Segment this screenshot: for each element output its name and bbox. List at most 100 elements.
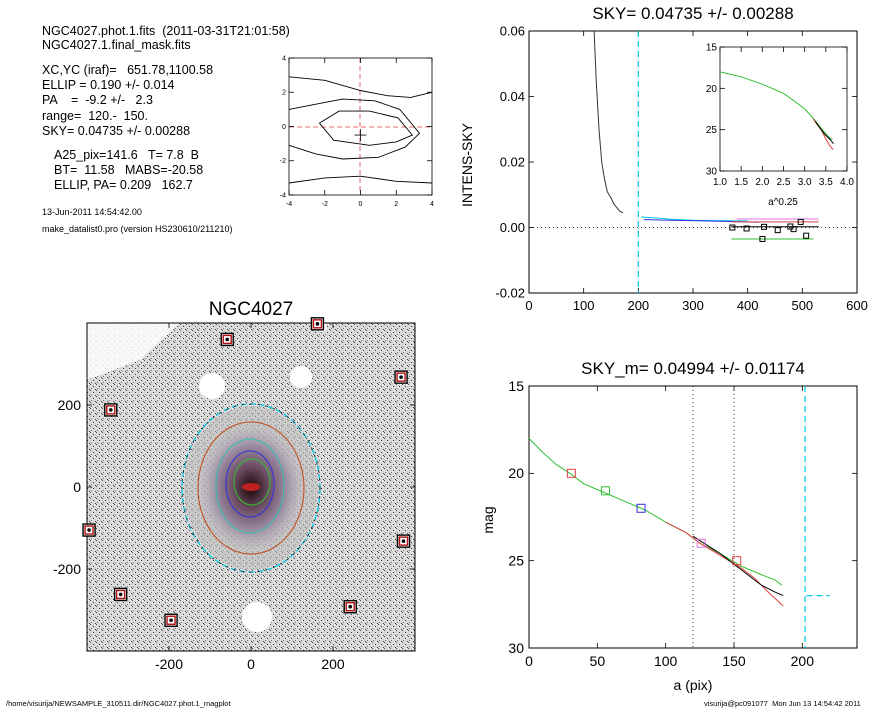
y-tick-label: 20 (706, 84, 718, 95)
x-tick-label: 1.0 (713, 177, 727, 188)
star-marker-inner (398, 536, 409, 546)
star-marker-inner (396, 372, 406, 382)
sky-ylabel: INTENS-SKY (459, 122, 475, 207)
x-tick-label: 0 (247, 656, 255, 672)
contour-line (319, 110, 414, 146)
header-line: SKY= 0.04735 +/- 0.00288 (42, 124, 191, 138)
masked-star (290, 366, 312, 388)
x-tick-label: -2 (322, 201, 328, 208)
contour-line (288, 98, 421, 160)
mag-plot: SKY_m= 0.04994 +/- 0.01174 mag a (pix) 0… (480, 359, 858, 693)
sky-point (797, 218, 804, 225)
x-tick-label: 4 (430, 201, 434, 208)
y-tick-label: 0.02 (500, 155, 525, 170)
file-name: NGC4027.phot.1.fits (42, 24, 156, 38)
x-tick-label: -200 (155, 656, 183, 672)
x-tick-label: 3.0 (798, 177, 812, 188)
footer-path: /home/visurija/NEWSAMPLE_310511.dir/NGC4… (6, 699, 231, 708)
star-marker-inner (166, 615, 176, 625)
sky-point (790, 226, 797, 233)
contour-line (288, 175, 433, 184)
x-tick-label: 0 (525, 653, 533, 669)
x-tick-label: 500 (791, 298, 813, 313)
mag-point (732, 556, 742, 566)
star-dot (118, 592, 123, 597)
mag-series (529, 438, 783, 586)
sky-point (759, 235, 766, 242)
x-tick-label: 1.5 (734, 177, 748, 188)
contour-plot: -4 -2 0 2 4 4 2 0 -2 -4 (280, 55, 434, 208)
y-tick-label: 2 (282, 90, 286, 97)
mag-xlabel: a (pix) (674, 677, 713, 693)
header-line: ELLIP, PA= 0.209 162.7 (54, 178, 193, 192)
star-marker-inner (312, 319, 323, 329)
program: make_datalist0.pro (version HS230610/211… (42, 224, 233, 234)
y-tick-label: 20 (508, 465, 524, 481)
contour-ellipse (197, 421, 305, 555)
mag-point (696, 538, 706, 548)
header-file: NGC4027.phot.1.fits (2011-03-31T21:01:58… (42, 24, 290, 38)
contour-ellipse (225, 450, 275, 518)
x-tick-label: 200 (321, 656, 345, 672)
y-tick-label: 15 (706, 43, 718, 54)
image-panel: NGC4027 -200 0 200 200 0 -200 (53, 299, 416, 672)
inset-series (814, 121, 834, 145)
mag-series (692, 535, 784, 597)
y-tick-label: -0.02 (495, 286, 525, 301)
y-tick-label: 0 (282, 124, 286, 131)
x-tick-label: 2.0 (755, 177, 769, 188)
x-tick-label: 600 (846, 298, 868, 313)
star-dot (108, 408, 113, 412)
sky-point (761, 223, 768, 230)
star-dot (87, 528, 91, 532)
star-marker-inner (345, 602, 355, 612)
header-line: A25_pix=141.6 T= 7.8 B (54, 148, 200, 162)
header-line: PA = -9.2 +/- 2.3 (42, 93, 153, 107)
inset-xlabel: a^0.25 (768, 197, 798, 208)
x-tick-label: 4.0 (840, 177, 854, 188)
y-tick-label: -2 (280, 158, 286, 165)
file-date: (2011-03-31T21:01:58) (162, 24, 290, 38)
header-line: range= 120.- 150. (42, 109, 148, 123)
header-mask: NGC4027.1.final_mask.fits (42, 38, 191, 52)
x-tick-label: 2.5 (777, 177, 791, 188)
y-tick-label: -4 (280, 192, 286, 199)
star-dot (399, 375, 403, 379)
contour-ellipse (233, 458, 271, 506)
star-dot (348, 604, 353, 609)
star-marker-inner (84, 525, 94, 535)
x-tick-label: 200 (627, 298, 649, 313)
x-tick-label: 3.5 (819, 177, 833, 188)
mag-frame (528, 385, 858, 649)
mag-ylabel: mag (480, 506, 496, 533)
y-tick-label: -200 (53, 561, 81, 577)
masked-star (199, 373, 225, 399)
mag-point (566, 468, 576, 478)
x-tick-label: 2 (394, 201, 398, 208)
sky-point (774, 227, 781, 234)
star-marker-inner (222, 334, 232, 345)
mag-point (636, 503, 646, 513)
y-tick-label: 0.00 (500, 220, 525, 235)
x-tick-label: -4 (286, 201, 292, 208)
sky-title: SKY= 0.04735 +/- 0.00288 (592, 4, 793, 23)
mag-title: SKY_m= 0.04994 +/- 0.01174 (581, 359, 805, 378)
header-line: XC,YC (iraf)= 651.78,1100.58 (42, 63, 214, 77)
timestamp: 13-Jun-2011 14:54:42.00 (42, 207, 142, 217)
x-tick-label: 100 (654, 653, 678, 669)
star-dot (169, 618, 173, 623)
x-tick-label: 50 (590, 653, 606, 669)
sky-plot: SKY= 0.04735 +/- 0.00288 INTENS-SKY 0 100… (459, 4, 868, 313)
x-tick-label: 0 (525, 298, 532, 313)
sky-point (729, 224, 736, 231)
y-tick-label: 30 (508, 640, 524, 656)
masked-star (242, 602, 272, 632)
inset-frame (719, 46, 848, 172)
blank-corner (87, 323, 180, 380)
y-tick-label: 25 (706, 125, 718, 136)
mag-point (601, 486, 611, 496)
sky-point (803, 232, 810, 239)
y-tick-label: 30 (706, 167, 718, 178)
x-tick-label: 100 (573, 298, 595, 313)
